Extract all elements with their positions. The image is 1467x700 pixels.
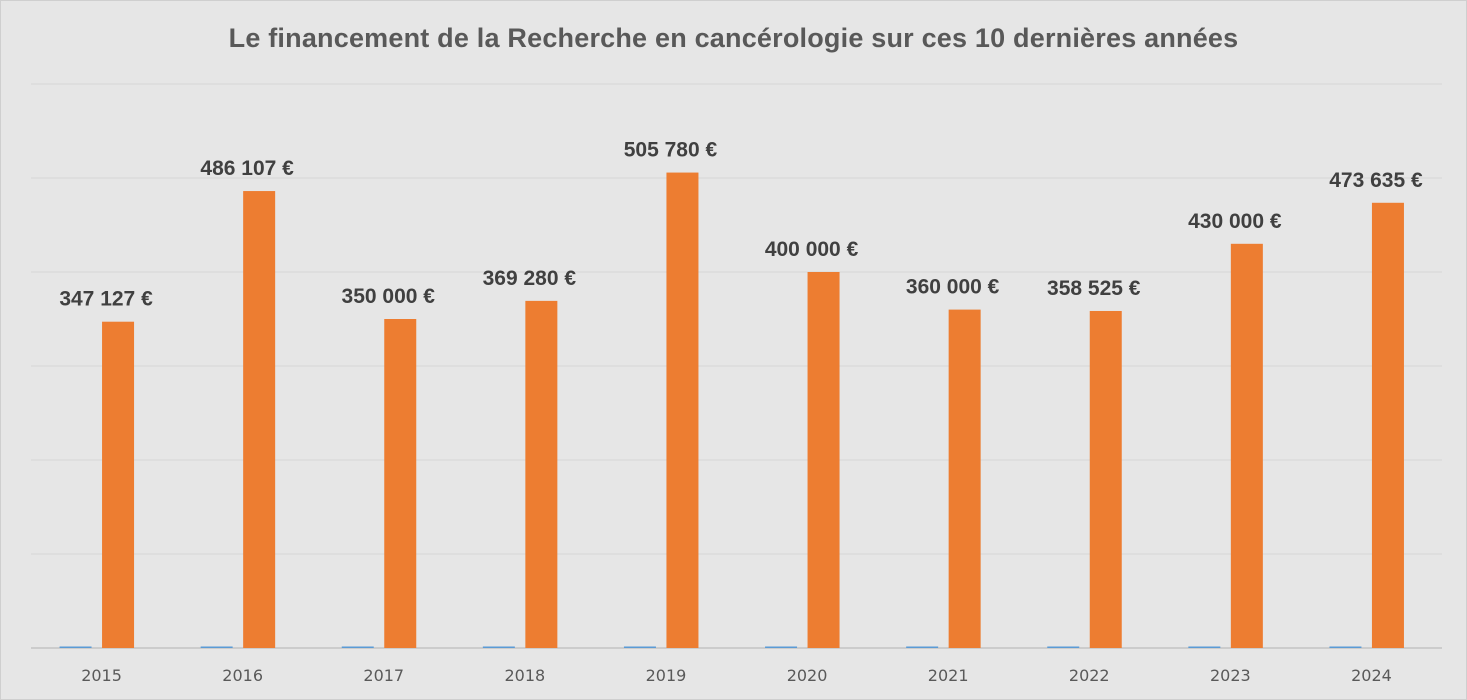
x-tick-label-2017: 2017	[363, 666, 404, 685]
data-label-2019: 505 780 €	[624, 139, 718, 162]
data-label-2023: 430 000 €	[1188, 210, 1282, 233]
data-label-2018: 369 280 €	[483, 267, 577, 290]
bar-series-1-2021	[906, 646, 939, 648]
bar-series-1-2019	[623, 646, 656, 648]
bar-series-2-2020	[807, 272, 840, 648]
bar-series-1-2023	[1188, 646, 1221, 648]
x-tick-label-2022: 2022	[1069, 666, 1110, 685]
bar-series-1-2015	[59, 646, 92, 648]
chart-title: Le financement de la Recherche en cancér…	[228, 23, 1239, 53]
x-tick-label-2015: 2015	[81, 666, 122, 685]
bar-series-1-2022	[1047, 646, 1080, 648]
data-label-2017: 350 000 €	[342, 285, 436, 308]
bar-series-2-2021	[948, 309, 981, 648]
x-tick-label-2019: 2019	[646, 666, 687, 685]
data-label-2021: 360 000 €	[906, 276, 1000, 299]
bar-series-2-2017	[384, 319, 417, 648]
data-label-2022: 358 525 €	[1047, 277, 1141, 300]
data-label-2024: 473 635 €	[1329, 169, 1423, 192]
data-label-2020: 400 000 €	[765, 238, 859, 261]
bar-series-2-2023	[1230, 243, 1263, 649]
bar-series-1-2018	[482, 646, 515, 648]
bar-series-1-2024	[1329, 646, 1362, 648]
data-label-2016: 486 107 €	[200, 157, 294, 180]
x-tick-label-2024: 2024	[1351, 666, 1392, 685]
x-tick-label-2023: 2023	[1210, 666, 1251, 685]
bar-series-1-2016	[200, 646, 233, 648]
x-tick-label-2016: 2016	[222, 666, 263, 685]
bar-series-2-2015	[102, 321, 135, 648]
bar-series-2-2016	[243, 191, 276, 648]
bar-series-2-2018	[525, 300, 558, 648]
x-tick-label-2018: 2018	[504, 666, 545, 685]
x-tick-label-2021: 2021	[928, 666, 969, 685]
x-tick-label-2020: 2020	[787, 666, 828, 685]
bar-series-2-2024	[1371, 202, 1404, 649]
bar-series-2-2022	[1089, 310, 1122, 648]
data-label-2015: 347 127 €	[59, 288, 153, 311]
bar-series-1-2020	[765, 646, 798, 648]
bar-series-2-2019	[666, 172, 699, 648]
bar-series-1-2017	[341, 646, 374, 648]
